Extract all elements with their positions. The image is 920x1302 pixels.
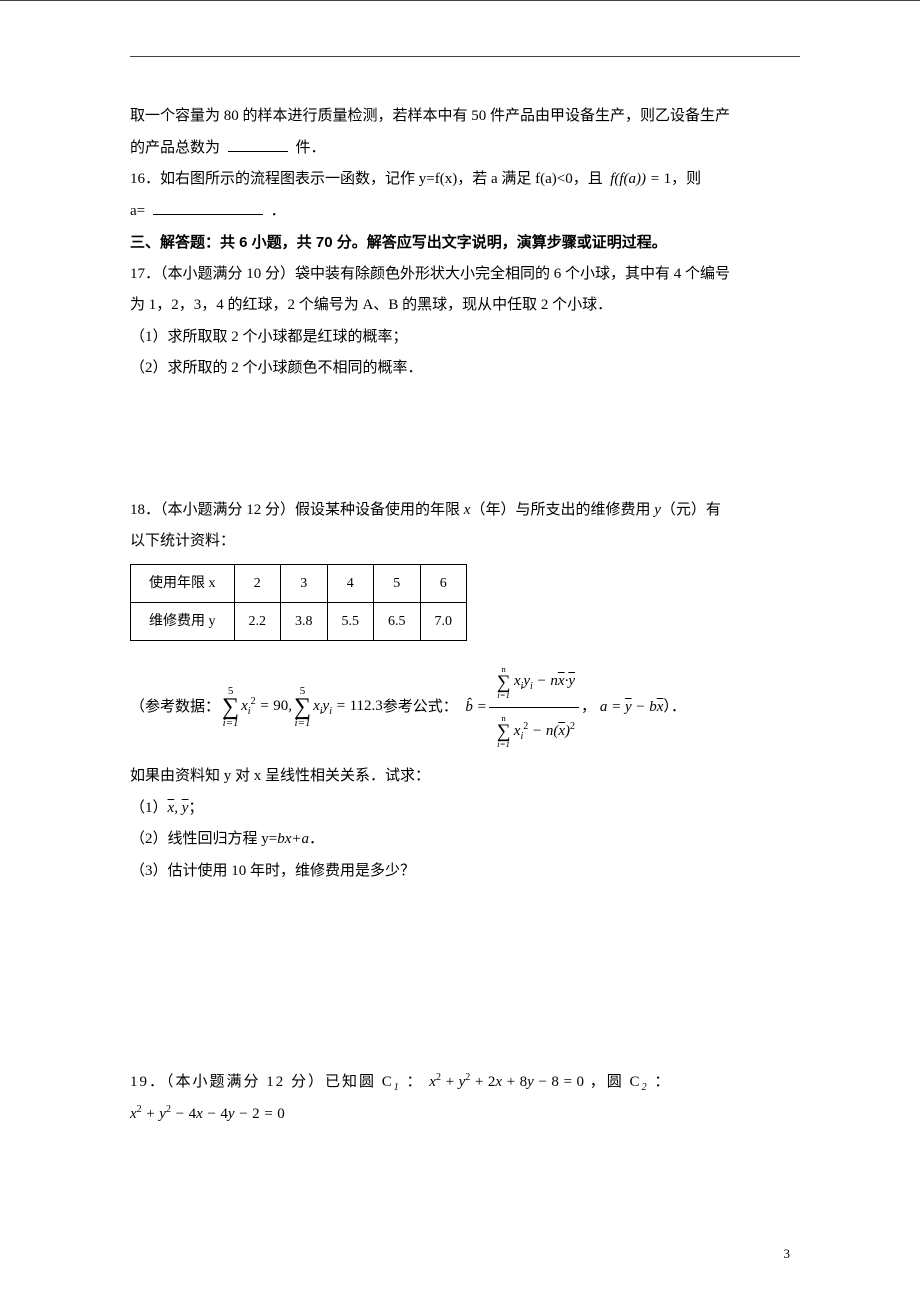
q18-reference-formula: （参考数据： 5∑i=1 xi2 = 90, 5∑i=1 xiyi = 112.… xyxy=(130,659,790,755)
cell: 5 xyxy=(374,564,421,602)
q18-a: 18．（本小题满分 12 分）假设某种设备使用的年限 xyxy=(130,502,464,518)
q17-stem-b: 为 1，2，3，4 的红球，2 个编号为 A、B 的黑球，现从中任取 2 个小球… xyxy=(130,290,790,322)
q16-end: ． xyxy=(271,203,286,219)
colon2: ： xyxy=(654,1074,671,1090)
p1-a: （1） xyxy=(130,800,168,816)
q15-line1: 取一个容量为 80 的样本进行质量检测，若样本中有 50 件产品由甲设备生产，则… xyxy=(130,101,790,133)
q16-a-eq: a= xyxy=(130,203,145,219)
q15-text-a: 的产品总数为 xyxy=(130,140,220,156)
ref-end: ）． xyxy=(663,698,686,716)
content-area: 取一个容量为 80 的样本进行质量检测，若样本中有 50 件产品由甲设备生产，则… xyxy=(130,61,790,1130)
sub1: 1 xyxy=(394,1082,401,1093)
q18-stem-line1: 18．（本小题满分 12 分）假设某种设备使用的年限 x（年）与所支出的维修费用… xyxy=(130,495,790,527)
row-header-x: 使用年限 x xyxy=(131,564,235,602)
p1-xy: x, y xyxy=(168,800,189,816)
q18-p1: （1）x, y； xyxy=(130,793,790,825)
row-header-y: 维修费用 y xyxy=(131,602,235,640)
q18-stem-line2: 以下统计资料： xyxy=(130,526,790,558)
sum-symbol: 5∑i=1 xyxy=(294,686,311,730)
vertical-gap xyxy=(130,385,790,495)
q16-line2: a= ． xyxy=(130,196,790,228)
p2-c: ． xyxy=(309,831,324,847)
a-formula: a = y − bx xyxy=(600,698,664,716)
ref-label: （参考数据： xyxy=(130,698,220,716)
header-text: 维修费用 y xyxy=(149,614,216,629)
cell: 2.2 xyxy=(234,602,281,640)
q17-p1: （1）求所取取 2 个小球都是红球的概率； xyxy=(130,322,790,354)
q19-eq2: x2 + y2 − 4x − 4y − 2 = 0 xyxy=(130,1106,285,1122)
q19-mid: ，圆 C xyxy=(590,1074,642,1090)
table-row: 使用年限 x 2 3 4 5 6 xyxy=(131,564,467,602)
q17-p2: （2）求所取的 2 个小球颜色不相同的概率． xyxy=(130,353,790,385)
q17-stem-a: 17．（本小题满分 10 分）袋中装有除颜色外形状大小完全相同的 6 个小球，其… xyxy=(130,259,790,291)
cell: 2 xyxy=(234,564,281,602)
q19-line2: x2 + y2 − 4x − 4y − 2 = 0 xyxy=(130,1099,790,1131)
sub2: 2 xyxy=(642,1082,649,1093)
q18-p3: （3）估计使用 10 年时，维修费用是多少？ xyxy=(130,856,790,888)
q18-line-after: 如果由资料知 y 对 x 呈线性相关关系．试求： xyxy=(130,761,790,793)
cell: 7.0 xyxy=(420,602,467,640)
q16-formula: f(f(a)) = 1 xyxy=(606,171,671,187)
blank-fill xyxy=(153,214,263,215)
q19-a: 19．（本小题满分 12 分）已知圆 C xyxy=(130,1074,394,1090)
q18-p2: （2）线性回归方程 y=bx+a． xyxy=(130,824,790,856)
q18-c: （元）有 xyxy=(661,502,721,518)
cell: 4 xyxy=(327,564,374,602)
sum-symbol: 5∑i=1 xyxy=(222,686,239,730)
header-text: 使用年限 x xyxy=(149,576,216,591)
q19-eq1: x2 + y2 + 2x + 8y − 8 = 0 xyxy=(429,1074,584,1090)
q15-line2: 的产品总数为 件． xyxy=(130,133,790,165)
q19-line1: 19．（本小题满分 12 分）已知圆 C1 ： x2 + y2 + 2x + 8… xyxy=(130,1067,790,1099)
cell: 3.8 xyxy=(281,602,328,640)
vertical-gap xyxy=(130,887,790,1067)
section-3-title: 三、解答题：共 6 小题，共 70 分。解答应写出文字说明，演算步骤或证明过程。 xyxy=(130,227,790,259)
cell: 6 xyxy=(420,564,467,602)
var-y: y xyxy=(654,502,661,518)
numerator: n∑i=1 xiyi − nx·y xyxy=(489,659,579,707)
table-row: 维修费用 y 2.2 3.8 5.5 6.5 7.0 xyxy=(131,602,467,640)
sum2-body: xiyi = 112.3 xyxy=(313,697,383,718)
page: 取一个容量为 80 的样本进行质量检测，若样本中有 50 件产品由甲设备生产，则… xyxy=(0,0,920,1302)
b-hat: b̂ = xyxy=(465,698,486,716)
cell: 5.5 xyxy=(327,602,374,640)
denominator: n∑i=1 xi2 − n(x)2 xyxy=(489,708,579,756)
fraction: n∑i=1 xiyi − nx·y n∑i=1 xi2 − n(x)2 xyxy=(489,659,579,755)
cell: 3 xyxy=(281,564,328,602)
p2-a: （2）线性回归方程 y= xyxy=(130,831,277,847)
q15-text-b: 件． xyxy=(296,140,326,156)
q16-line1: 16．如右图所示的流程图表示一函数，记作 y=f(x)，若 a 满足 f(a)<… xyxy=(130,164,790,196)
colon1: ： xyxy=(407,1074,424,1090)
cell: 6.5 xyxy=(374,602,421,640)
q16-text-a: 16．如右图所示的流程图表示一函数，记作 y=f(x)，若 a 满足 f(a)<… xyxy=(130,171,603,187)
p2-b: bx+a xyxy=(277,831,309,847)
p1-c: ； xyxy=(188,800,203,816)
q18-b: （年）与所支出的维修费用 xyxy=(470,502,654,518)
ref-mid: 参考公式： xyxy=(383,698,458,716)
q16-text-b: ，则 xyxy=(671,171,701,187)
page-number: 3 xyxy=(784,1240,791,1267)
comma: ， xyxy=(581,698,600,716)
blank-fill xyxy=(228,151,288,152)
q18-table: 使用年限 x 2 3 4 5 6 维修费用 y 2.2 3.8 5.5 6.5 … xyxy=(130,564,467,642)
sum1-body: xi2 = 90, xyxy=(241,696,292,718)
